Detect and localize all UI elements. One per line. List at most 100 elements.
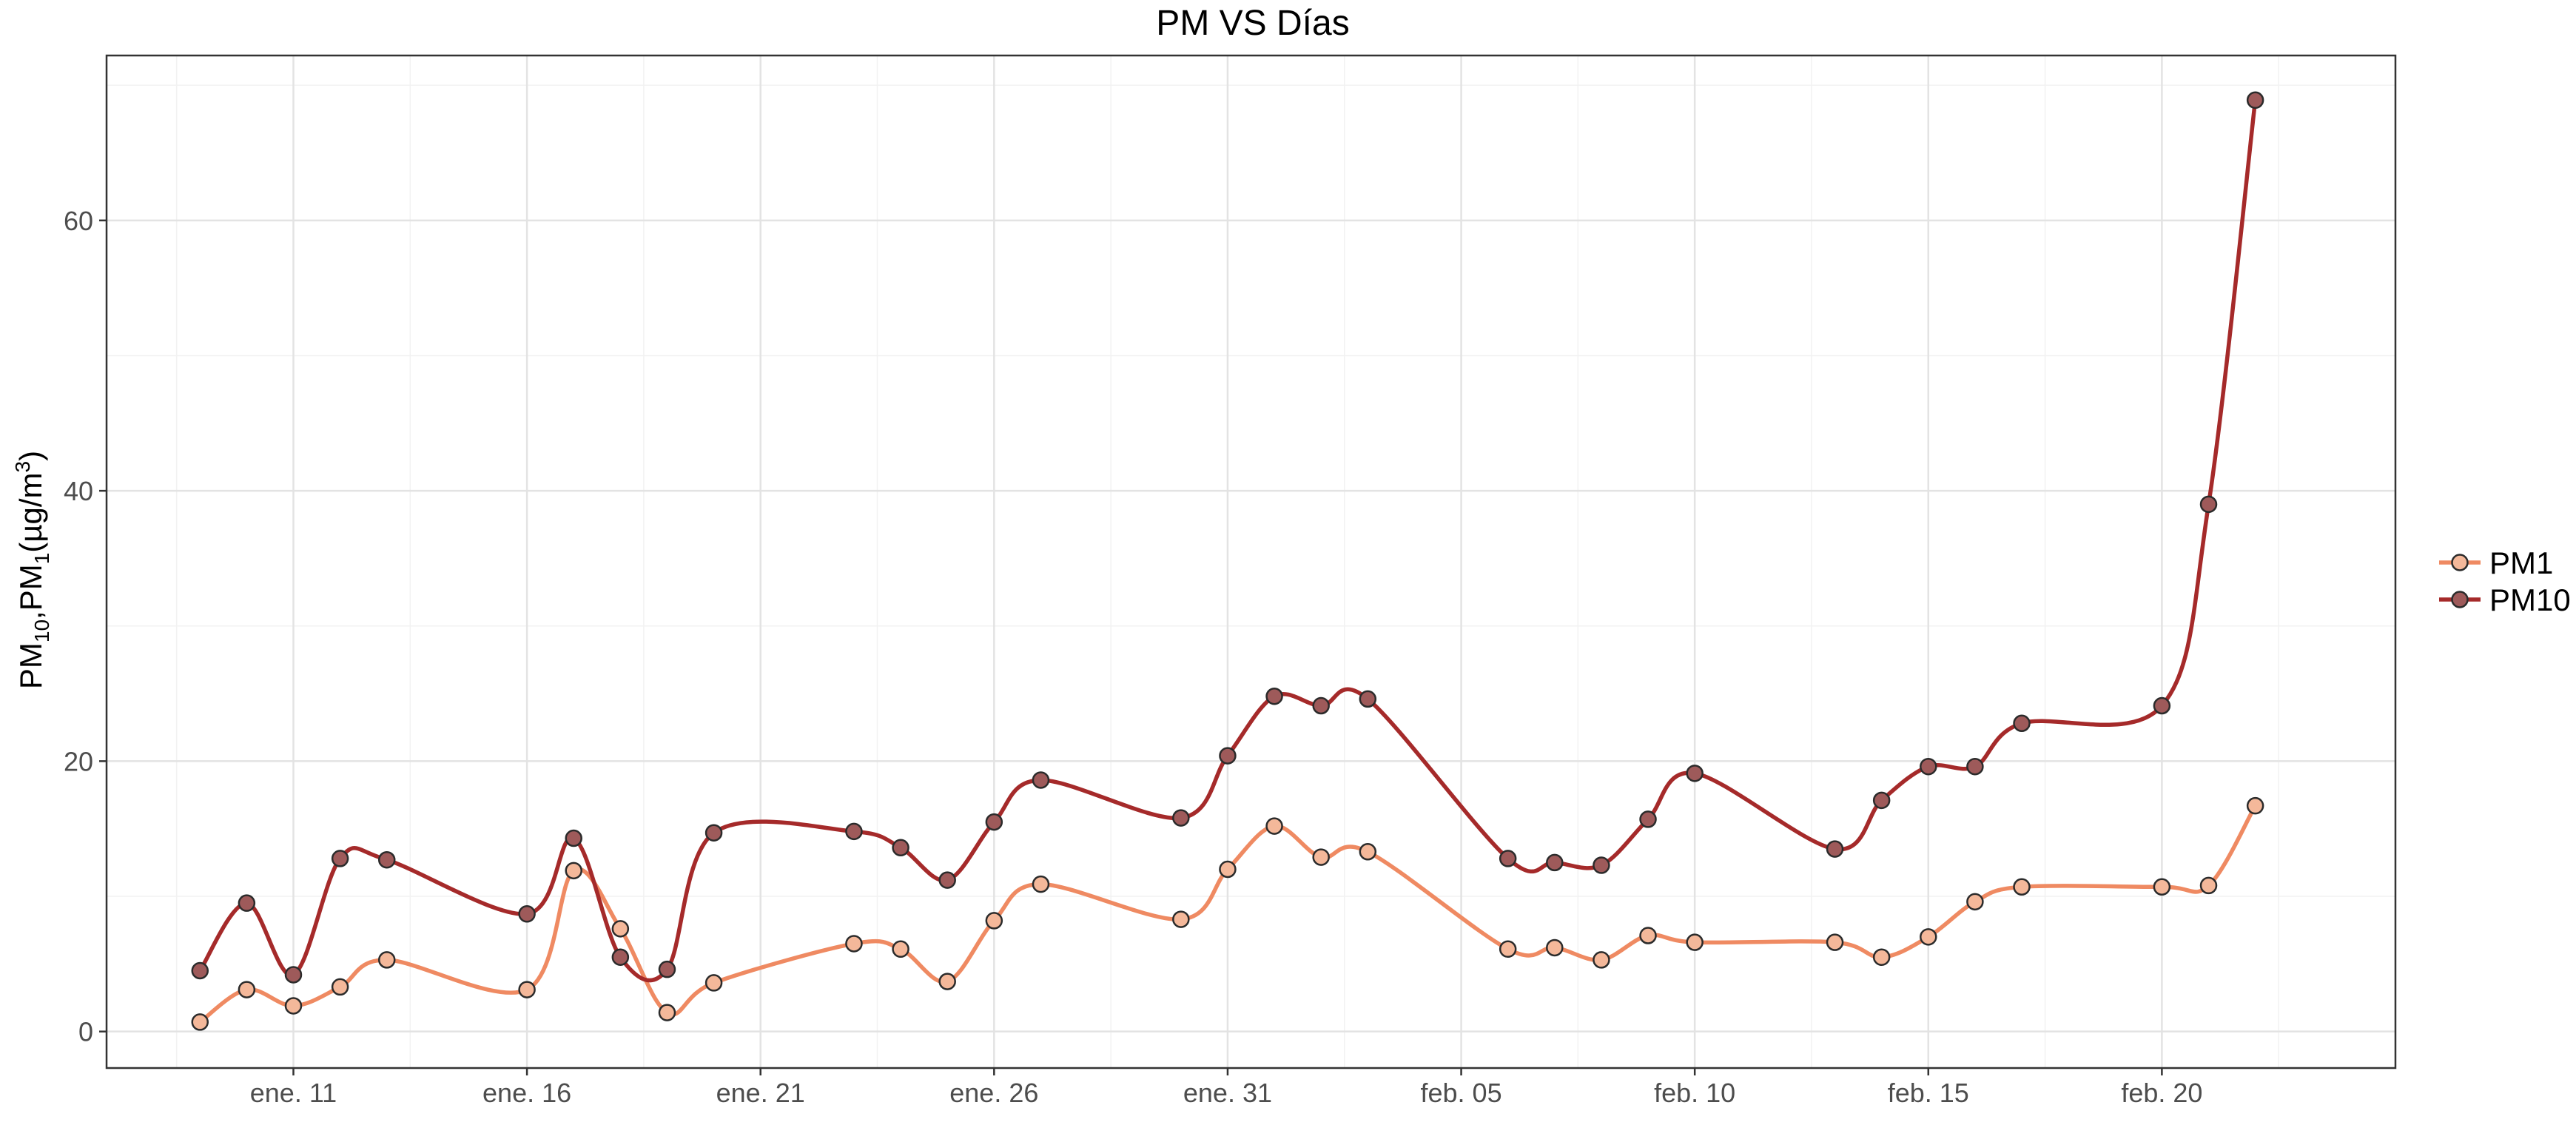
data-point-pm1 (2013, 878, 2031, 896)
data-point-pm1 (845, 935, 863, 953)
data-point-pm10 (1686, 765, 1704, 782)
data-point-pm10 (238, 894, 256, 912)
data-point-pm1 (1499, 940, 1517, 958)
data-point-pm1 (1032, 875, 1050, 893)
y-tick-label: 20 (64, 746, 93, 776)
data-point-pm1 (1312, 848, 1330, 866)
data-point-pm1 (331, 978, 349, 996)
data-point-pm1 (658, 1004, 676, 1021)
data-point-pm1 (2199, 876, 2218, 895)
data-point-pm1 (1546, 939, 1564, 957)
legend-label-pm1: PM1 (2489, 545, 2553, 580)
data-point-pm1 (2153, 878, 2171, 896)
data-point-pm1 (238, 981, 256, 998)
data-point-pm10 (518, 905, 536, 923)
legend-key-point-pm10 (2451, 591, 2469, 608)
x-tick-label: feb. 05 (1421, 1078, 1502, 1108)
data-point-pm10 (1920, 757, 1937, 776)
grid-minor (107, 56, 2395, 1068)
y-label-sub-10: 10 (30, 619, 53, 642)
data-point-pm10 (658, 960, 676, 978)
y-label-sup-3: 3 (11, 461, 34, 473)
data-point-pm1 (1639, 927, 1657, 944)
y-tick-label: 0 (78, 1017, 93, 1047)
data-point-pm10 (1265, 687, 1283, 705)
data-point-pm10 (284, 966, 303, 984)
data-point-pm10 (1546, 853, 1564, 872)
y-label-sub-1: 1 (30, 553, 53, 565)
data-point-pm10 (2199, 495, 2218, 514)
y-label-pm: PM (13, 642, 48, 689)
data-point-pm10 (2013, 714, 2031, 733)
x-tick-label: feb. 15 (1888, 1078, 1969, 1108)
data-point-pm10 (938, 871, 956, 889)
data-point-pm1 (565, 862, 582, 880)
data-point-pm1 (1872, 948, 1891, 966)
data-point-pm1 (284, 997, 303, 1015)
x-tick-label: ene. 11 (250, 1078, 337, 1108)
data-point-pm1 (611, 920, 630, 938)
data-point-pm10 (377, 850, 396, 869)
data-point-pm10 (892, 839, 909, 857)
data-point-pm1 (1172, 910, 1190, 928)
data-point-pm10 (985, 813, 1003, 831)
data-point-pm1 (518, 981, 536, 998)
x-tick-label: ene. 31 (1183, 1078, 1272, 1108)
y-axis-label: PM10,PM1(µg/m3) (11, 451, 53, 689)
legend-key-point-pm1 (2451, 554, 2469, 571)
data-point-pm10 (1499, 850, 1517, 867)
y-label-close: ) (13, 451, 48, 461)
series-layer (191, 91, 2264, 1031)
data-point-pm1 (1359, 843, 1377, 861)
x-axis: ene. 11 ene. 16 ene. 21 ene. 26 ene. 31 feb. … (250, 1068, 2202, 1108)
y-label-unit: (µg/m (13, 472, 48, 552)
x-tick-label: ene. 26 (949, 1078, 1038, 1108)
y-axis: 0 20 40 60 (64, 206, 107, 1047)
x-tick-label: ene. 16 (482, 1078, 571, 1108)
data-point-pm10 (1593, 856, 1610, 874)
data-point-pm10 (331, 850, 349, 867)
data-point-pm10 (704, 824, 723, 842)
data-point-pm10 (845, 822, 863, 841)
data-point-pm10 (2153, 696, 2171, 715)
x-tick-label: feb. 10 (1654, 1078, 1735, 1108)
x-tick-label: feb. 20 (2121, 1078, 2202, 1108)
data-point-pm10 (611, 948, 630, 966)
data-point-pm1 (1826, 933, 1844, 951)
data-point-pm1 (892, 940, 909, 958)
data-point-pm10 (2246, 91, 2264, 110)
data-point-pm1 (377, 951, 396, 969)
y-tick-label: 60 (64, 206, 93, 236)
data-point-pm1 (1920, 928, 1937, 946)
data-point-pm1 (191, 1013, 209, 1031)
data-point-pm10 (1966, 757, 1984, 776)
x-tick-label: ene. 21 (716, 1078, 805, 1108)
data-point-pm10 (1826, 840, 1844, 858)
data-point-pm10 (1032, 771, 1050, 789)
data-point-pm1 (1686, 933, 1704, 951)
panel-border (105, 54, 2397, 1070)
data-point-pm10 (1312, 696, 1330, 715)
data-point-pm1 (1593, 951, 1610, 969)
data-point-pm1 (704, 974, 723, 992)
data-point-pm10 (1172, 809, 1190, 827)
series-line-pm1 (198, 803, 2258, 1024)
data-point-pm1 (1219, 860, 1237, 879)
data-point-pm1 (1265, 817, 1283, 835)
data-point-pm10 (1872, 791, 1891, 810)
y-tick-label: 40 (64, 476, 93, 506)
grid-major (107, 56, 2395, 1068)
data-point-pm1 (2246, 796, 2264, 815)
data-point-pm10 (1639, 810, 1657, 828)
chart-title: PM VS Días (1156, 4, 1349, 43)
y-label-sep: ,PM (13, 564, 48, 619)
data-point-pm10 (191, 961, 209, 980)
data-point-pm10 (1219, 747, 1237, 765)
data-point-pm10 (565, 829, 582, 847)
data-point-pm1 (1966, 893, 1984, 911)
data-point-pm1 (985, 912, 1003, 930)
